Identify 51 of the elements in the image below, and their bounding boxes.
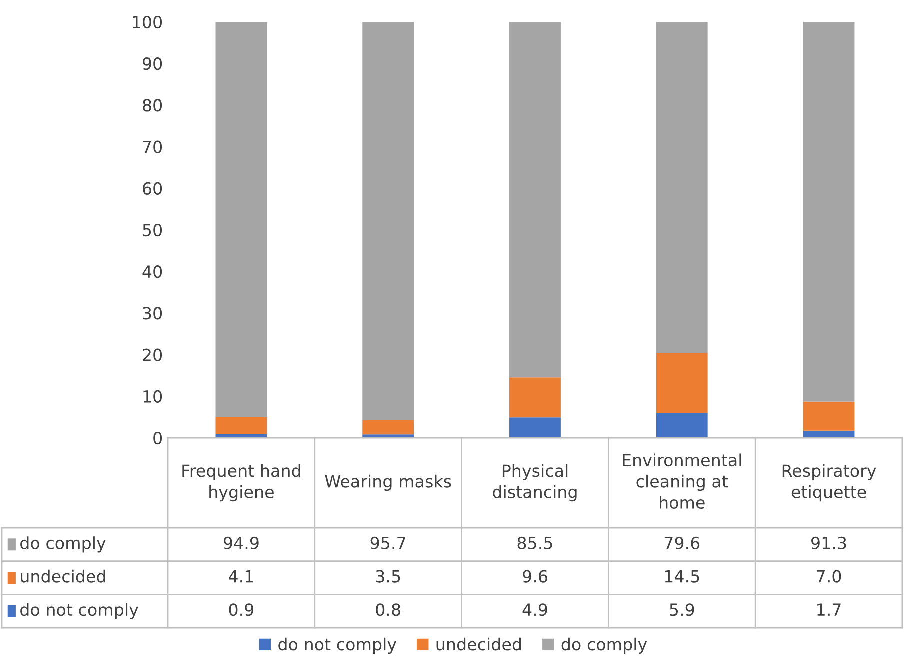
legend-label: do comply [20, 536, 106, 553]
y-tick-label: 50 [143, 224, 162, 237]
bar [362, 22, 414, 420]
data-label: 94.9 [224, 536, 259, 550]
data-label: 95.7 [370, 536, 406, 550]
text: do comply [562, 638, 648, 654]
bar [362, 434, 414, 438]
bar [803, 430, 855, 438]
y-tick-label: 70 [143, 140, 162, 154]
bar [656, 22, 708, 354]
y-tick-label: 100 [133, 16, 162, 29]
bar [510, 378, 561, 418]
legend-label: undecided [21, 570, 106, 583]
bar [803, 402, 855, 431]
data-label: 0.9 [229, 604, 254, 616]
bar [216, 22, 268, 418]
data-label: 9.6 [523, 570, 548, 583]
data-label: 79.6 [664, 536, 700, 550]
bar [656, 353, 708, 414]
data-label: 0.8 [376, 604, 400, 616]
text: do not comply [278, 638, 397, 654]
bar [510, 22, 561, 378]
y-tick-label: 90 [142, 58, 162, 70]
y-tick-label: 20 [143, 348, 162, 362]
data-label: 5.9 [670, 604, 694, 616]
bar [216, 417, 268, 434]
y-tick-label: 80 [143, 99, 162, 112]
y-tick-label: 60 [143, 182, 162, 195]
y-tick-label: 0 [154, 432, 162, 445]
bar [510, 418, 561, 438]
x-tick-label: Environmental cleaning at home [623, 454, 742, 510]
data-label: 1.7 [818, 604, 841, 616]
data-label: 3.5 [376, 570, 400, 583]
data-label: 14.5 [665, 570, 700, 583]
y-tick-label: 10 [144, 390, 162, 403]
y-tick-label: 40 [142, 266, 162, 278]
data-label: 85.5 [518, 536, 552, 550]
data-label: 7.0 [817, 570, 842, 583]
x-tick-label: Respiratory etiquette [782, 464, 876, 502]
x-tick-label: Frequent hand hygiene [182, 464, 300, 502]
text: undecided [436, 638, 522, 651]
data-label: 4.1 [229, 570, 254, 583]
data-label: 4.9 [522, 604, 548, 616]
data-label: 91.3 [812, 536, 846, 550]
legend-label: do not comply [20, 603, 138, 620]
x-tick-label: Wearing masks [325, 474, 452, 492]
bar [803, 22, 855, 402]
y-tick-label: 30 [143, 307, 162, 320]
bar [656, 413, 708, 438]
bar [362, 420, 414, 435]
x-tick-label: Physical distancing [493, 464, 577, 502]
